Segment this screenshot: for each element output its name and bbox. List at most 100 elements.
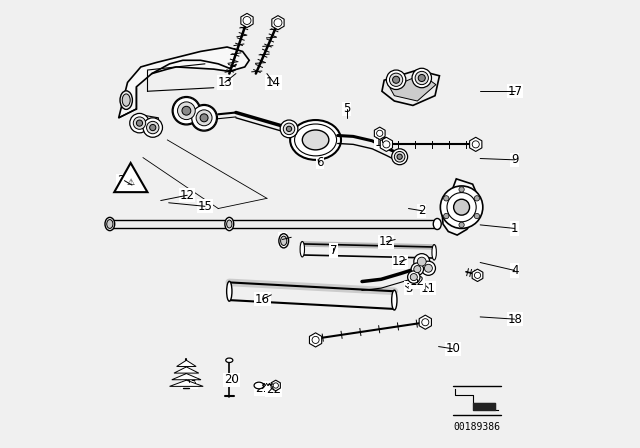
Text: 6: 6 <box>316 155 324 168</box>
Circle shape <box>459 187 464 192</box>
Circle shape <box>474 196 479 201</box>
Ellipse shape <box>226 358 233 362</box>
Text: 5: 5 <box>343 103 350 116</box>
Polygon shape <box>442 179 479 235</box>
Circle shape <box>273 383 278 388</box>
Ellipse shape <box>279 234 289 248</box>
Circle shape <box>182 106 191 115</box>
Circle shape <box>143 118 163 137</box>
Circle shape <box>411 263 424 276</box>
Circle shape <box>459 222 464 228</box>
Ellipse shape <box>433 219 441 229</box>
Circle shape <box>454 199 470 215</box>
Ellipse shape <box>227 220 232 228</box>
Ellipse shape <box>280 236 287 246</box>
Circle shape <box>422 319 429 326</box>
Circle shape <box>394 151 405 162</box>
Ellipse shape <box>300 241 305 257</box>
Circle shape <box>444 196 449 201</box>
Circle shape <box>414 254 429 270</box>
Circle shape <box>284 123 295 135</box>
Circle shape <box>130 113 149 133</box>
Circle shape <box>274 19 282 27</box>
Ellipse shape <box>105 217 115 231</box>
Polygon shape <box>310 333 322 347</box>
Text: 17: 17 <box>507 85 522 98</box>
Polygon shape <box>241 13 253 28</box>
Text: ⚠: ⚠ <box>127 178 134 187</box>
Ellipse shape <box>122 94 130 106</box>
Circle shape <box>192 105 216 130</box>
Polygon shape <box>170 380 203 386</box>
Polygon shape <box>380 137 392 151</box>
Circle shape <box>133 117 146 129</box>
Text: 1: 1 <box>511 222 518 235</box>
Circle shape <box>397 154 403 159</box>
Polygon shape <box>172 374 201 380</box>
Circle shape <box>472 141 479 148</box>
Circle shape <box>424 264 433 272</box>
Text: 13: 13 <box>218 76 232 89</box>
Ellipse shape <box>107 220 113 228</box>
Circle shape <box>173 98 200 124</box>
Polygon shape <box>174 367 199 373</box>
Text: 23: 23 <box>182 376 197 389</box>
Circle shape <box>383 141 390 148</box>
Text: 2: 2 <box>418 204 426 217</box>
Ellipse shape <box>227 281 232 301</box>
Circle shape <box>444 213 449 219</box>
Circle shape <box>474 272 481 278</box>
Circle shape <box>412 68 431 88</box>
Circle shape <box>200 114 208 122</box>
Circle shape <box>312 336 319 344</box>
Text: 4: 4 <box>511 264 518 277</box>
Circle shape <box>440 186 483 228</box>
Text: 00189386: 00189386 <box>453 422 500 432</box>
Text: 9: 9 <box>511 153 518 166</box>
Ellipse shape <box>120 91 132 109</box>
Text: 12: 12 <box>379 235 394 248</box>
Ellipse shape <box>302 130 329 150</box>
Polygon shape <box>374 127 385 139</box>
Text: 14: 14 <box>266 76 281 89</box>
Circle shape <box>390 73 403 86</box>
Circle shape <box>415 71 428 85</box>
Ellipse shape <box>432 245 436 260</box>
Circle shape <box>150 125 156 131</box>
Text: 21: 21 <box>255 382 270 395</box>
Circle shape <box>392 149 408 165</box>
Text: 22: 22 <box>266 383 281 396</box>
Text: 12: 12 <box>392 255 407 268</box>
Circle shape <box>414 266 421 273</box>
Circle shape <box>392 76 399 83</box>
Circle shape <box>417 257 426 266</box>
Circle shape <box>376 130 383 136</box>
Ellipse shape <box>225 217 234 231</box>
Circle shape <box>243 17 251 25</box>
Circle shape <box>136 120 143 126</box>
Circle shape <box>474 213 479 219</box>
Circle shape <box>447 193 476 222</box>
Polygon shape <box>271 380 280 391</box>
Circle shape <box>280 120 298 138</box>
Circle shape <box>286 126 292 132</box>
Text: 24: 24 <box>117 174 132 187</box>
Ellipse shape <box>392 290 397 310</box>
Text: 7: 7 <box>330 244 337 257</box>
Polygon shape <box>115 163 147 192</box>
Polygon shape <box>470 137 482 151</box>
Ellipse shape <box>294 124 337 156</box>
Text: 15: 15 <box>198 200 212 213</box>
Text: 10: 10 <box>445 342 460 355</box>
Text: 16: 16 <box>255 293 270 306</box>
Circle shape <box>418 74 426 82</box>
Polygon shape <box>177 360 196 366</box>
Ellipse shape <box>254 382 264 389</box>
Circle shape <box>387 70 406 90</box>
Polygon shape <box>390 74 436 101</box>
Polygon shape <box>472 269 483 281</box>
Circle shape <box>421 261 435 276</box>
Text: 20: 20 <box>224 373 239 386</box>
Circle shape <box>410 274 417 280</box>
Circle shape <box>196 110 212 126</box>
